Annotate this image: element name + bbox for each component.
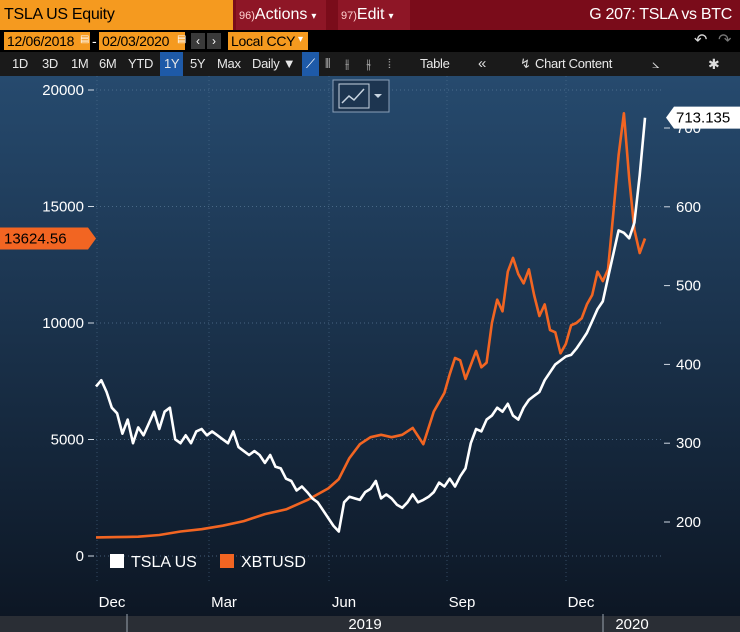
chevron-down-icon: ▾ (311, 11, 317, 22)
end-date-field[interactable]: 02/03/2020 (99, 32, 185, 50)
last-value-tag-left (0, 227, 96, 250)
chevron-down-icon (374, 94, 382, 98)
line-chart-icon[interactable]: ⟋ (302, 52, 320, 76)
edit-label: Edit (356, 6, 385, 23)
right-tick-label: 400 (676, 356, 701, 373)
left-axis: 0 5000 10000 15000 20000 (42, 82, 94, 565)
x-tick-label: Mar (211, 594, 237, 611)
period-ytd[interactable]: YTD (128, 56, 154, 71)
collapse-icon[interactable]: « (478, 55, 487, 72)
left-tick-label: 15000 (42, 199, 84, 216)
x-tick-label: Jun (332, 594, 356, 611)
date-separator: - (92, 33, 97, 49)
series-tsla-line (95, 117, 647, 533)
legend-label-tsla: TSLA US (131, 554, 197, 571)
chevron-down-icon: ▼ (282, 56, 296, 71)
line-chart-icon-glyph (341, 88, 365, 104)
right-tick-label: 500 (676, 278, 701, 295)
toolbar: 1D 3D 1M 6M YTD 1Y 5Y Max Daily ▼ ⟋ ⫴ ⫲ … (0, 52, 740, 76)
x-axis: Dec Mar Jun Sep Dec 2019 2020 (0, 594, 740, 632)
chart-type-picker[interactable] (332, 79, 390, 113)
ticker-field[interactable]: TSLA US Equity (0, 0, 233, 30)
currency-select[interactable]: Local CCY (228, 32, 308, 50)
last-value-right-label: 713.135 (676, 110, 730, 127)
actions-label: Actions (254, 6, 308, 23)
period-max[interactable]: Max (217, 56, 241, 71)
calendar-icon[interactable]: ▤ (177, 34, 187, 45)
next-period-button[interactable]: › (207, 33, 221, 49)
right-tick-label: 300 (676, 435, 701, 452)
left-tick-label: 0 (76, 548, 84, 565)
tag-layer: 13624.56 713.135 (0, 106, 740, 250)
edit-menu-button[interactable]: 97)Edit ▾ (338, 0, 410, 30)
legend-swatch-xbtusd (220, 554, 234, 568)
redo-icon[interactable]: ↷ (718, 32, 732, 49)
right-axis: 200300400500600700 (664, 120, 701, 531)
frequency-label: Daily (252, 56, 280, 71)
period-1m[interactable]: 1M (71, 56, 89, 71)
chevron-down-icon[interactable]: ▾ (298, 34, 304, 45)
edit-shortcut: 97) (341, 10, 357, 22)
frequency-select[interactable]: Daily ▼ (252, 52, 296, 76)
line-chart-icon (338, 83, 370, 109)
chevron-down-icon: ▾ (388, 11, 394, 22)
period-6m[interactable]: 6M (99, 56, 117, 71)
x-tick-label: Dec (99, 594, 126, 611)
candle-chart-icon[interactable]: ⫲ (345, 56, 350, 71)
year-label: 2020 (615, 616, 648, 632)
legend-label-xbtusd: XBTUSD (241, 554, 306, 571)
x-tick-label: Sep (449, 594, 476, 611)
annotate-icon[interactable]: ⦣ (652, 56, 660, 71)
last-value-tag-right (666, 106, 740, 129)
gear-icon[interactable]: ✱ (708, 56, 720, 72)
function-title: G 207: TSLA vs BTC (589, 6, 732, 23)
legend: TSLA US XBTUSD (110, 554, 306, 571)
year-band (0, 616, 740, 632)
top-bar: TSLA US Equity 96)Actions ▾ 97)Edit ▾ G 20… (0, 0, 740, 30)
bar-chart-icon[interactable]: ⫴ (325, 56, 331, 71)
chart-content-icon[interactable]: ↯ (520, 56, 531, 71)
actions-shortcut: 96) (239, 10, 255, 22)
grid-layer (96, 76, 662, 584)
year-label: 2019 (348, 616, 381, 632)
plot-background (0, 76, 740, 632)
table-button[interactable]: Table (420, 56, 450, 71)
period-3d[interactable]: 3D (42, 56, 59, 71)
series-layer (95, 111, 647, 539)
actions-menu-button[interactable]: 96)Actions ▾ (236, 0, 326, 30)
ohlc-chart-icon[interactable]: ⫳ (366, 56, 372, 71)
chart-content-button[interactable]: Chart Content (535, 56, 613, 71)
last-value-left-label: 13624.56 (4, 231, 67, 248)
period-5y[interactable]: 5Y (190, 56, 206, 71)
period-1y[interactable]: 1Y (160, 52, 184, 76)
left-tick-label: 20000 (42, 82, 84, 99)
left-tick-label: 10000 (42, 315, 84, 332)
calendar-icon[interactable]: ▤ (80, 34, 90, 45)
undo-icon[interactable]: ↶ (694, 32, 708, 49)
right-tick-label: 200 (676, 514, 701, 531)
period-1d[interactable]: 1D (12, 56, 29, 71)
date-row: 12/06/2018 ▤ - 02/03/2020 ▤ ‹ › Local CC… (0, 30, 740, 52)
left-tick-label: 5000 (51, 432, 84, 449)
prev-period-button[interactable]: ‹ (191, 33, 205, 49)
right-tick-label: 600 (676, 199, 701, 216)
hilo-chart-icon[interactable]: ⦙ (388, 56, 391, 71)
start-date-field[interactable]: 12/06/2018 (4, 32, 90, 50)
x-tick-label: Dec (568, 594, 595, 611)
legend-swatch-tsla (110, 554, 124, 568)
series-xbtusd-line (95, 111, 647, 539)
